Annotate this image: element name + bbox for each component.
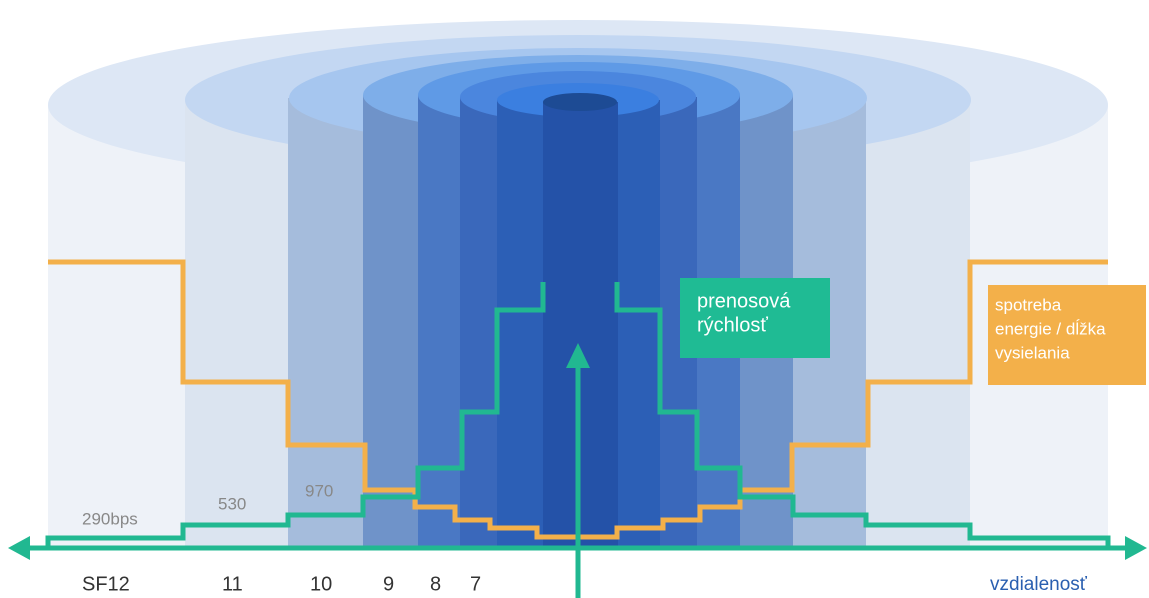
rate-label: 970 <box>305 481 333 500</box>
rate-box-text: rýchlosť <box>697 314 768 336</box>
sf-label: 11 <box>222 573 243 595</box>
energy-box-text: spotreba <box>995 295 1062 314</box>
rate-label: 530 <box>218 494 246 513</box>
rate-label: 290bps <box>82 509 138 528</box>
sf-label: 8 <box>430 573 441 595</box>
sf-label: 7 <box>470 573 481 595</box>
rate-box-text: prenosová <box>697 290 791 312</box>
x-axis-label: vzdialenosť <box>990 574 1088 595</box>
sf-label: 9 <box>383 573 394 595</box>
energy-box-text: vysielania <box>995 343 1070 362</box>
energy-box-text: energie / dĺžka <box>995 319 1106 338</box>
sf-label: SF12 <box>82 573 130 595</box>
sf-label: 10 <box>310 573 332 595</box>
diagram: 290bps 530 970 prenosová rýchlosť spotre… <box>0 0 1149 598</box>
